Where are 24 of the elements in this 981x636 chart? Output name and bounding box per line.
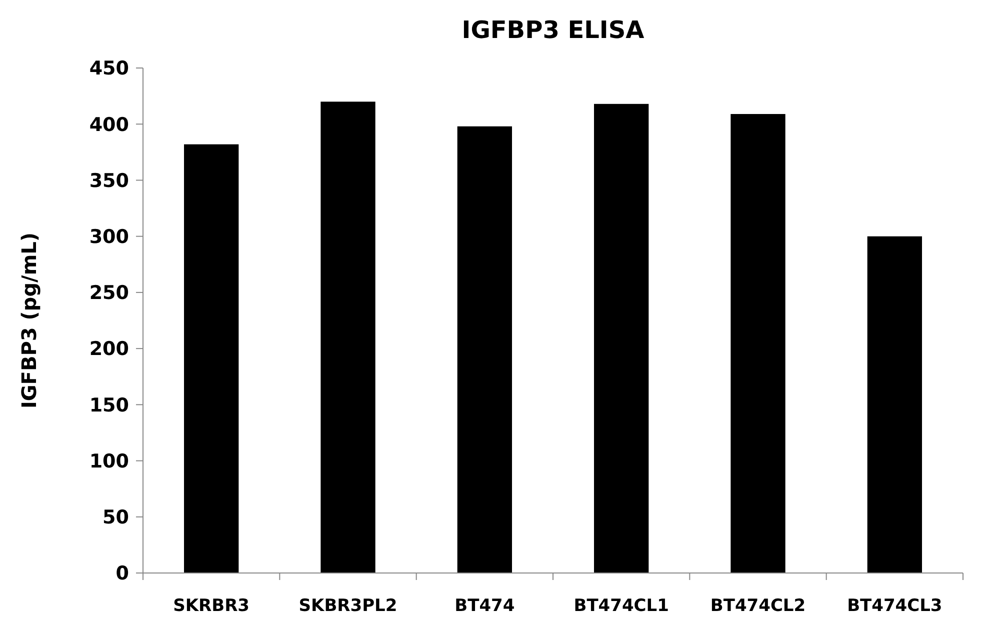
y-tick-label: 50: [102, 506, 129, 529]
x-tick-label: SKRBR3: [173, 596, 250, 616]
y-tick-label: 100: [89, 450, 129, 472]
bar: [457, 126, 512, 573]
y-tick-label: 150: [89, 394, 129, 416]
y-tick-label: 200: [89, 338, 129, 360]
chart-title: IGFBP3 ELISA: [462, 16, 645, 44]
bar: [867, 236, 922, 573]
bar: [184, 144, 239, 573]
x-tick-label: BT474: [454, 596, 515, 616]
x-tick-label: BT474CL2: [710, 596, 806, 616]
y-tick-label: 450: [89, 58, 129, 80]
y-tick-label: 300: [89, 226, 129, 248]
y-tick-label: 0: [116, 562, 129, 585]
y-axis-title: IGFBP3 (pg/mL): [17, 232, 41, 409]
x-tick-label: SKBR3PL2: [298, 596, 398, 616]
y-tick-label: 250: [89, 282, 129, 304]
x-tick-label: BT474CL3: [847, 596, 942, 616]
y-tick-label: 350: [89, 170, 129, 192]
bar: [320, 102, 376, 573]
x-tick-label: BT474CL1: [574, 596, 669, 616]
bar: [594, 104, 649, 573]
bar: [730, 114, 786, 573]
y-tick-label: 400: [89, 114, 129, 136]
